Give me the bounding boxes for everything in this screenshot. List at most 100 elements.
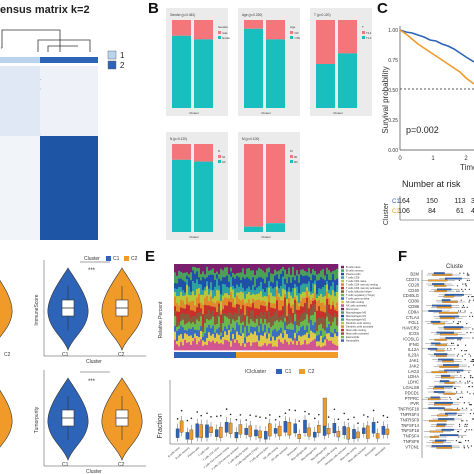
composition-bar-segment bbox=[300, 300, 303, 307]
composition-bar-segment bbox=[228, 341, 231, 351]
composition-bar-segment bbox=[244, 326, 247, 338]
composition-bar-segment bbox=[306, 314, 309, 326]
composition-bar-segment bbox=[312, 283, 315, 294]
composition-bar-segment bbox=[178, 311, 181, 323]
composition-bar-segment bbox=[182, 272, 185, 281]
composition-bar-segment bbox=[264, 319, 267, 326]
composition-bar-segment bbox=[270, 273, 273, 283]
cell-type-label: Plasma cells bbox=[346, 272, 361, 276]
composition-bar-segment bbox=[186, 334, 189, 344]
composition-bar-segment bbox=[176, 341, 179, 345]
gene-label: PTPRC bbox=[405, 396, 419, 401]
fraction-outlier bbox=[220, 414, 222, 417]
gene-box bbox=[439, 434, 459, 437]
composition-bar-segment bbox=[188, 294, 191, 303]
composition-bar-segment bbox=[298, 330, 301, 336]
gene-box bbox=[438, 358, 454, 361]
gene-box bbox=[444, 293, 464, 296]
composition-bar-segment bbox=[236, 264, 239, 274]
composition-bar-segment bbox=[192, 266, 195, 271]
gene-outlier bbox=[467, 440, 469, 442]
composition-bar-segment bbox=[244, 290, 247, 299]
gene-outlier bbox=[470, 377, 472, 379]
gene-outlier bbox=[459, 339, 462, 341]
composition-bar-segment bbox=[230, 264, 233, 269]
composition-bar-segment bbox=[216, 274, 219, 279]
composition-bar-segment bbox=[176, 344, 179, 351]
composition-bar-segment bbox=[182, 345, 185, 351]
composition-bar-segment bbox=[278, 264, 281, 271]
composition-bar-segment bbox=[244, 264, 247, 275]
composition-bar-segment bbox=[204, 344, 207, 351]
gene-outlier bbox=[467, 447, 470, 449]
composition-bar-segment bbox=[330, 309, 333, 316]
composition-bar-segment bbox=[268, 302, 271, 312]
composition-bar-segment bbox=[236, 331, 239, 341]
composition-bar-segment bbox=[310, 294, 313, 301]
composition-bar-segment bbox=[290, 341, 293, 351]
proportion-bar-top bbox=[244, 20, 263, 29]
composition-bar-segment bbox=[322, 337, 325, 343]
composition-bar-segment bbox=[270, 343, 273, 351]
gene-outlier bbox=[466, 445, 469, 447]
composition-bar-segment bbox=[232, 327, 235, 335]
composition-bar-segment bbox=[248, 292, 251, 300]
composition-bar-segment bbox=[212, 289, 215, 299]
composition-bar-segment bbox=[212, 340, 215, 351]
composition-bar-segment bbox=[336, 264, 339, 270]
composition-bar-segment bbox=[210, 274, 213, 283]
fraction-box bbox=[248, 425, 252, 437]
proportion-legend-swatch bbox=[218, 155, 221, 158]
gene-box bbox=[434, 290, 447, 293]
composition-bar-segment bbox=[294, 321, 297, 334]
composition-bar-segment bbox=[268, 267, 271, 273]
cell-type-swatch bbox=[341, 286, 344, 290]
composition-bar-segment bbox=[230, 271, 233, 278]
cell-type-swatch bbox=[341, 318, 344, 321]
composition-bar-segment bbox=[214, 264, 217, 274]
gene-outlier bbox=[472, 328, 474, 330]
fraction-outlier bbox=[353, 416, 355, 419]
composition-bar-segment bbox=[324, 280, 327, 286]
fraction-outlier bbox=[318, 413, 320, 416]
gene-box bbox=[444, 369, 464, 372]
composition-bar-segment bbox=[226, 264, 229, 268]
composition-bar-segment bbox=[262, 345, 265, 351]
composition-bar-segment bbox=[212, 298, 215, 303]
violin-legend-c1: C1 bbox=[113, 256, 120, 262]
composition-bar-segment bbox=[228, 274, 231, 283]
composition-bar-segment bbox=[188, 336, 191, 343]
composition-bar-segment bbox=[316, 318, 319, 332]
composition-bar-segment bbox=[296, 270, 299, 276]
gene-outlier bbox=[455, 440, 457, 442]
composition-bar-segment bbox=[246, 342, 249, 351]
composition-bar-segment bbox=[216, 264, 219, 272]
composition-bar-segment bbox=[242, 277, 245, 289]
gene-outlier bbox=[458, 279, 460, 281]
composition-bar-segment bbox=[198, 293, 201, 304]
composition-bar-segment bbox=[322, 296, 325, 303]
composition-bar-segment bbox=[312, 293, 315, 299]
composition-bar-segment bbox=[206, 277, 209, 282]
fraction-box bbox=[322, 425, 327, 436]
composition-bar-segment bbox=[276, 346, 279, 351]
composition-bar-segment bbox=[214, 296, 217, 304]
composition-bar-segment bbox=[272, 330, 275, 337]
composition-bar-segment bbox=[196, 313, 199, 320]
gene-outlier bbox=[462, 420, 464, 422]
gene-panel-title: Cluste bbox=[446, 264, 464, 270]
gene-label: CD80 bbox=[408, 299, 419, 304]
composition-bar-segment bbox=[204, 274, 207, 279]
gene-box bbox=[432, 441, 444, 444]
composition-bar-segment bbox=[336, 316, 339, 326]
composition-bar-segment bbox=[218, 273, 221, 280]
composition-bar-segment bbox=[212, 264, 215, 269]
gene-outlier bbox=[456, 407, 459, 409]
composition-bar-segment bbox=[292, 321, 295, 325]
gene-outlier bbox=[464, 425, 466, 427]
composition-bar-segment bbox=[182, 319, 185, 328]
composition-bar-segment bbox=[250, 303, 253, 308]
fraction-outlier bbox=[196, 411, 198, 413]
gene-box bbox=[434, 385, 453, 388]
